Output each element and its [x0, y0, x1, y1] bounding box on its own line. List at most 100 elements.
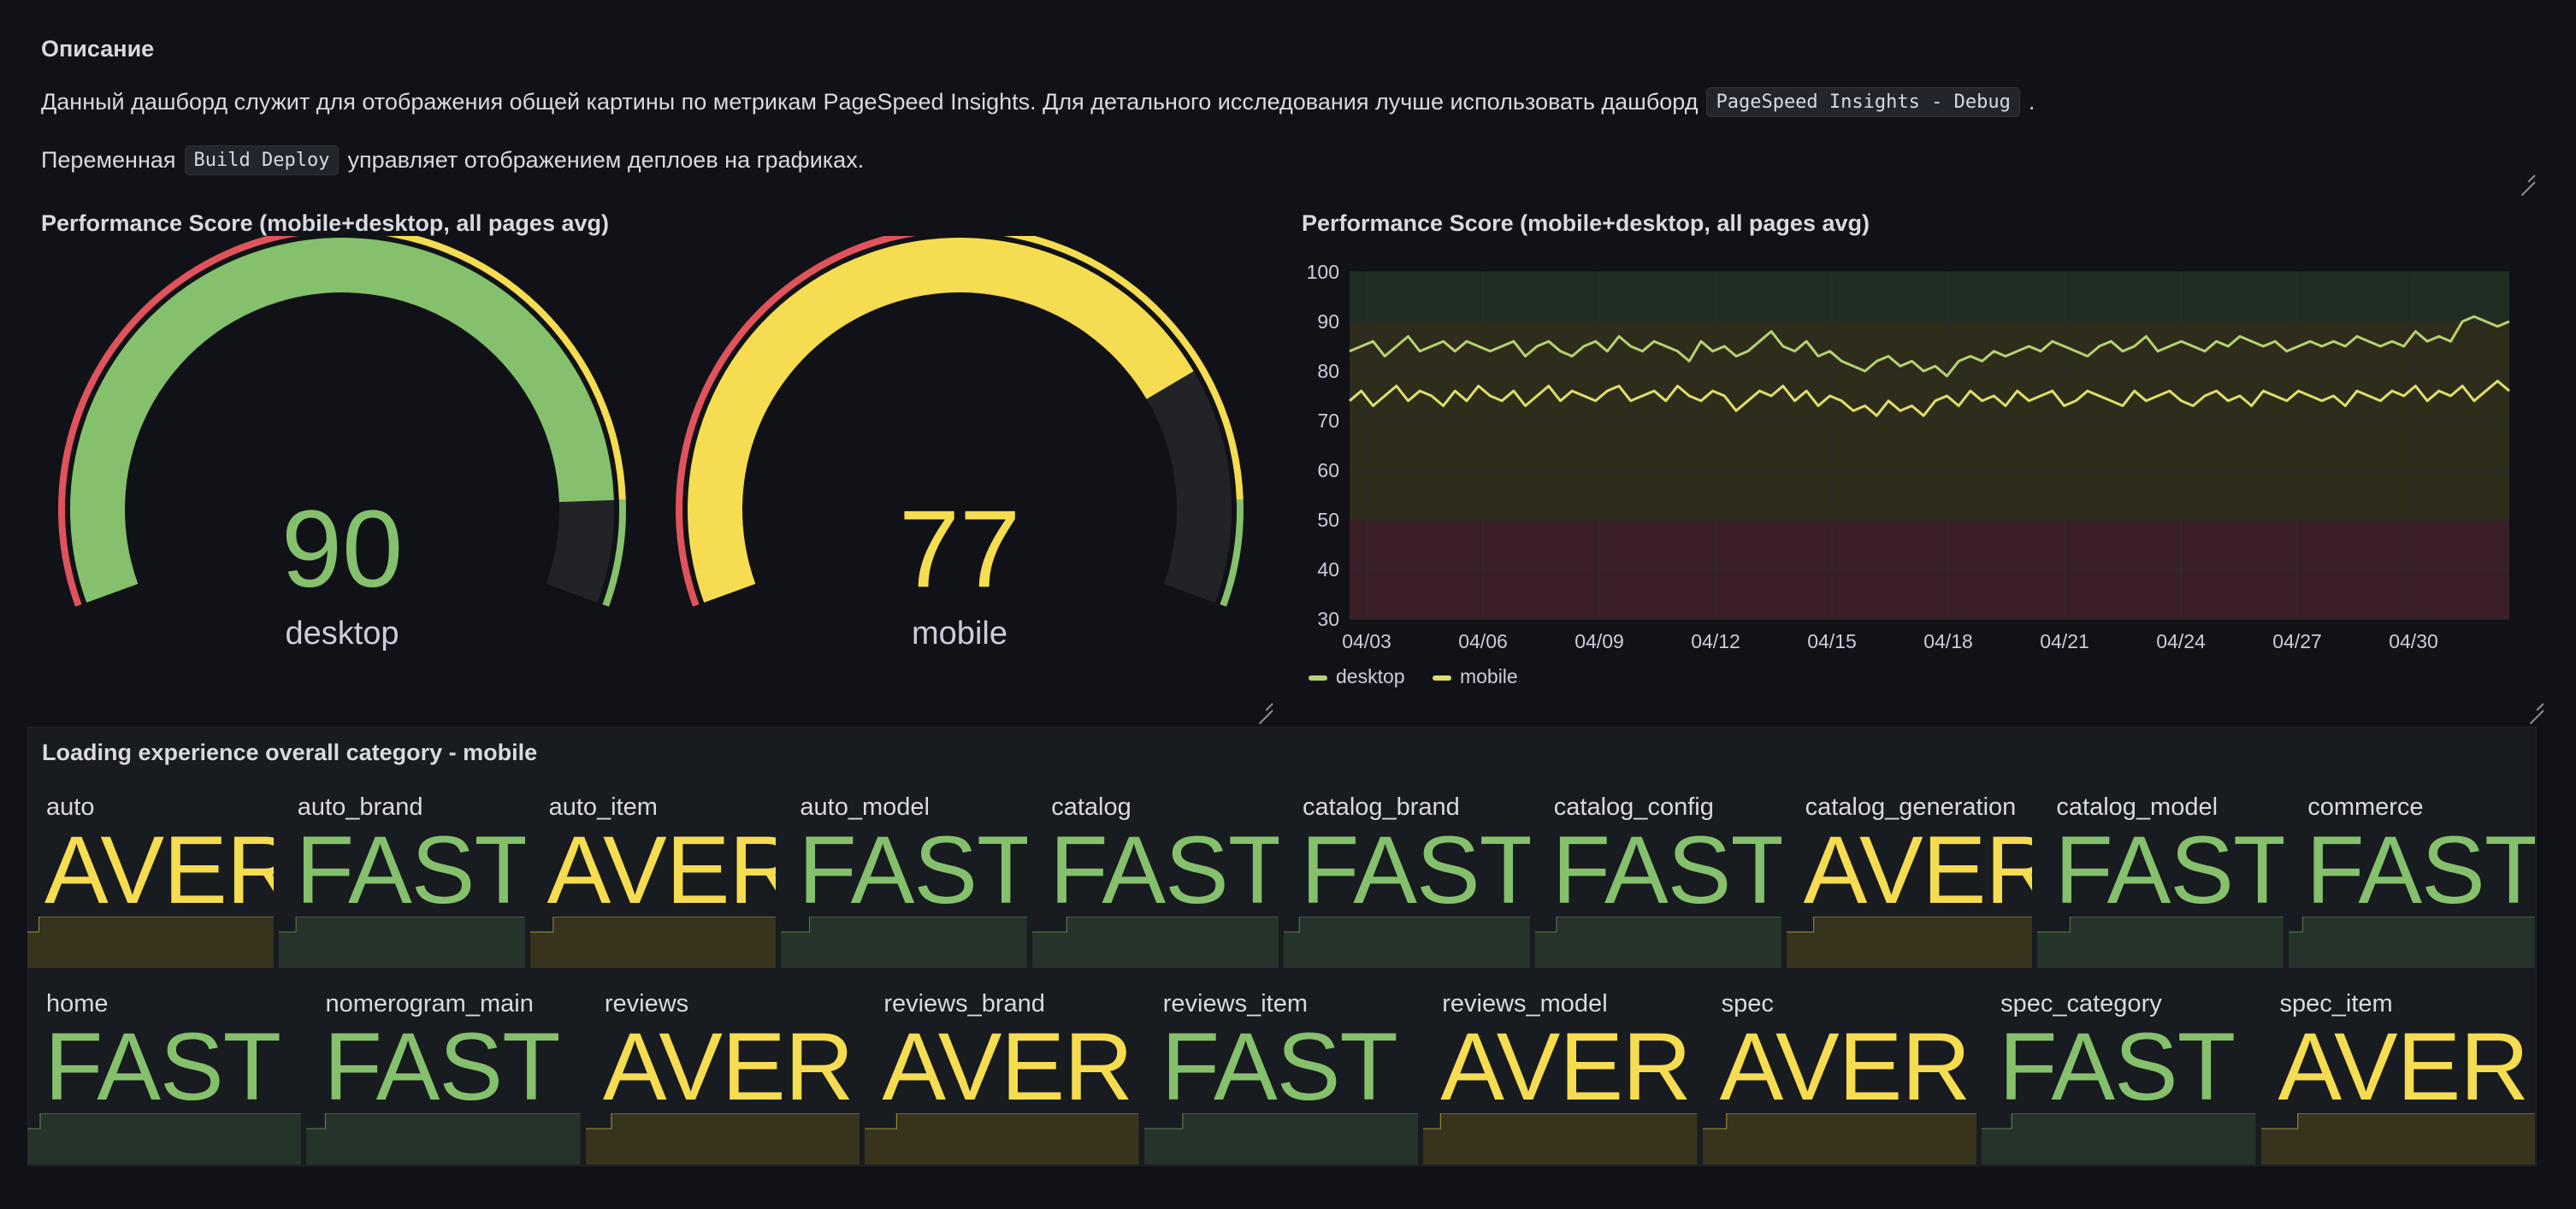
gauge-desktop-value-arc [69, 237, 614, 603]
stat-sparkline [585, 1113, 860, 1165]
description-line-1-suffix: . [2028, 89, 2035, 115]
stat-sparkline-area [781, 917, 1028, 968]
description-line-2-text: Переменная [41, 147, 176, 173]
stat-sparkline-edge [865, 1113, 1139, 1129]
stat-name: home [46, 990, 109, 1017]
stat-sparkline-area [1702, 1113, 1977, 1165]
stat-value: AVER [1440, 1013, 1692, 1120]
build-deploy-code: Build Deploy [184, 145, 340, 175]
stat-name: reviews [604, 990, 689, 1017]
legend-item-desktop[interactable]: desktop [1309, 665, 1405, 687]
x-tick-9: 04/30 [2389, 630, 2438, 652]
stat-cell-catalog_brand[interactable]: catalog_brand FAST [1284, 783, 1530, 968]
stat-value: FAST [1161, 1013, 1398, 1120]
resize-handle[interactable] [2528, 696, 2544, 711]
stat-name: spec_category [2000, 990, 2162, 1017]
stat-name: reviews_model [1442, 990, 1608, 1017]
stat-sparkline [529, 917, 777, 968]
legend-desktop-label: desktop [1336, 665, 1405, 687]
stat-cell-auto_model[interactable]: auto_model FAST [781, 783, 1028, 968]
stat-sparkline-area [1534, 917, 1781, 968]
stat-cell-commerce[interactable]: commerce FAST [2289, 783, 2535, 968]
stat-cell-reviews_item[interactable]: reviews_item FAST [1143, 980, 1419, 1165]
stat-name: catalog_generation [1805, 793, 2017, 821]
y-tick-3: 60 [1317, 459, 1339, 481]
stat-sparkline-edge [585, 1113, 860, 1129]
stat-sparkline-area [1284, 917, 1530, 968]
gauge-desktop-value: 90 [281, 488, 403, 610]
resize-handle[interactable] [1257, 696, 1273, 711]
stat-sparkline [1423, 1113, 1698, 1165]
x-tick-8: 04/27 [2272, 630, 2322, 652]
stat-name: catalog_model [2056, 793, 2219, 821]
stat-cell-spec[interactable]: spec AVER [1702, 980, 1977, 1165]
stat-name: catalog_config [1553, 793, 1714, 821]
stat-value: FAST [1049, 817, 1279, 923]
y-tick-6: 90 [1317, 310, 1339, 333]
stat-cell-spec_category[interactable]: spec_category FAST [1982, 980, 2256, 1165]
stat-value: AVER [882, 1013, 1133, 1120]
stat-sparkline-area [865, 1113, 1139, 1165]
stat-cell-catalog[interactable]: catalog FAST [1032, 783, 1279, 968]
stat-name: auto_model [800, 793, 930, 821]
stat-name: catalog_brand [1303, 793, 1460, 821]
description-line-2-suffix: управляет отображением деплоев на график… [347, 147, 865, 173]
stat-name: reviews_brand [883, 990, 1045, 1017]
stat-value: FAST [1301, 817, 1530, 923]
stat-sparkline-area [529, 917, 777, 968]
gauge-mobile-threshold-2 [1220, 499, 1244, 607]
stat-cell-home[interactable]: home FAST [27, 980, 302, 1165]
stat-value: AVER [547, 817, 777, 923]
stat-sparkline-area [278, 917, 525, 968]
description-title: Описание [41, 36, 155, 62]
stat-sparkline-area [1982, 1113, 2256, 1165]
resize-handle[interactable] [2520, 168, 2535, 183]
stat-cell-reviews_brand[interactable]: reviews_brand AVER [865, 980, 1139, 1165]
stat-sparkline-edge [2260, 1113, 2535, 1129]
stat-sparkline [2260, 1113, 2535, 1165]
stat-sparkline-area [2037, 917, 2284, 968]
x-tick-2: 04/09 [1575, 630, 1624, 652]
stat-sparkline-area [27, 1113, 302, 1165]
stat-value: FAST [1999, 1013, 2236, 1120]
stat-value: FAST [1551, 817, 1781, 923]
gauge-desktop-threshold-2 [602, 499, 626, 607]
description-panel: Описание Данный дашборд служит для отобр… [0, 0, 2557, 188]
stat-sparkline-edge [1786, 917, 2033, 933]
stat-sparkline-edge [1284, 917, 1530, 933]
stat-sparkline-edge [1423, 1113, 1698, 1129]
stat-value: FAST [323, 1013, 560, 1120]
stat-cell-reviews_model[interactable]: reviews_model AVER [1423, 980, 1698, 1165]
stat-cell-auto[interactable]: auto AVER [27, 783, 274, 968]
stat-cell-catalog_model[interactable]: catalog_model FAST [2037, 783, 2284, 968]
stat-cell-reviews[interactable]: reviews AVER [585, 980, 860, 1165]
stat-sparkline [27, 917, 274, 968]
debug-dashboard-code: PageSpeed Insights - Debug [1706, 87, 2020, 117]
stat-sparkline-area [1032, 917, 1279, 968]
stat-sparkline [2289, 917, 2535, 968]
stat-cell-auto_item[interactable]: auto_item AVER [529, 783, 777, 968]
stat-sparkline [865, 1113, 1139, 1165]
stats-row-1: auto AVER auto_brand FAST auto_item AVER auto_… [27, 783, 2535, 968]
gauge-mobile-label: mobile [912, 616, 1007, 652]
stat-cell-nomerogram_main[interactable]: nomerogram_main FAST [306, 980, 581, 1165]
stat-sparkline [1143, 1113, 1419, 1165]
stat-value: AVER [1803, 817, 2033, 923]
stat-sparkline-edge [2037, 917, 2284, 933]
stat-sparkline [27, 1113, 302, 1165]
stat-sparkline [306, 1113, 581, 1165]
stat-cell-auto_brand[interactable]: auto_brand FAST [278, 783, 525, 968]
stat-cell-spec_item[interactable]: spec_item AVER [2260, 980, 2535, 1165]
stat-value: FAST [2306, 817, 2535, 923]
timeseries-legend: desktop mobile [1309, 665, 1518, 688]
stat-sparkline [781, 917, 1028, 968]
legend-item-mobile[interactable]: mobile [1432, 665, 1518, 687]
stat-sparkline-area [1143, 1113, 1419, 1165]
gauge-chart: 90 desktop 77 mobile [58, 236, 1244, 652]
stat-cell-catalog_config[interactable]: catalog_config FAST [1534, 783, 1781, 968]
x-tick-3: 04/12 [1691, 630, 1740, 652]
stat-value: FAST [798, 817, 1028, 923]
stat-name: nomerogram_main [325, 990, 534, 1017]
stat-sparkline [1032, 917, 1279, 968]
stat-cell-catalog_generation[interactable]: catalog_generation AVER [1786, 783, 2033, 968]
